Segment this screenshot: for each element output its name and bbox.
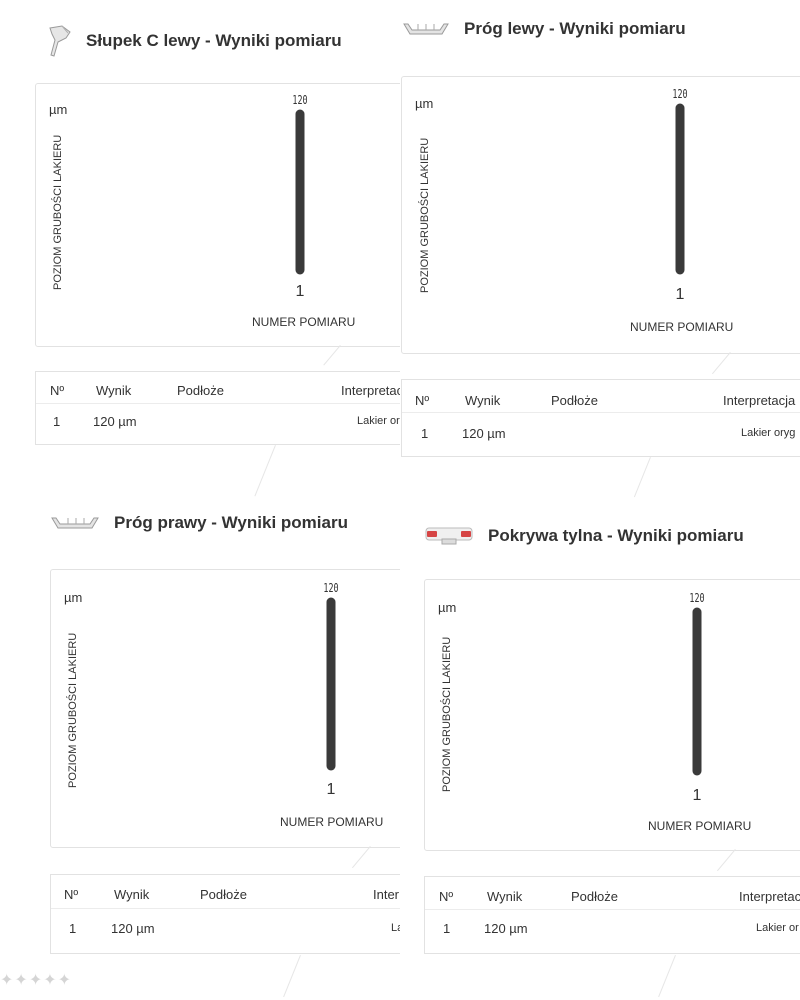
cell-result: 120 µm xyxy=(93,414,137,429)
results-table: Nº Wynik Podłoże Inter 1 120 µm La xyxy=(50,874,400,954)
bar-value-label: 120 xyxy=(323,582,338,596)
results-table: Nº Wynik Podłoże Interpretacja 1 120 µm … xyxy=(401,379,800,457)
panel-slupek-c-lewy: Słupek C lewy - Wyniki pomiaru µm POZIOM… xyxy=(0,0,400,500)
col-substrate: Podłoże xyxy=(177,383,224,398)
table-header: Nº Wynik Podłoże Interpretacja xyxy=(402,380,800,413)
chart-panel: µm POZIOM GRUBOŚCI LAKIERU 120 1 NUMER PO… xyxy=(50,569,400,848)
table-header: Nº Wynik Podłoże Interpretac xyxy=(425,877,800,910)
cell-number: 1 xyxy=(421,426,429,441)
chart-panel: µm POZIOM GRUBOŚCI LAKIERU 120 1 NUMER PO… xyxy=(401,76,800,354)
x-tick-label: 1 xyxy=(676,286,685,303)
col-result: Wynik xyxy=(114,887,150,902)
bar-plot: 120 1 xyxy=(672,88,687,303)
unit-label: µm xyxy=(64,590,83,605)
cell-interpretation: La xyxy=(391,922,400,934)
card-title: Słupek C lewy - Wyniki pomiaru xyxy=(86,31,342,50)
x-axis-label: NUMER POMIARU xyxy=(630,320,734,334)
results-table: Nº Wynik Podłoże Interpretac 1 120 µm La… xyxy=(424,876,800,954)
cell-number: 1 xyxy=(53,414,61,429)
col-number: Nº xyxy=(64,887,79,902)
col-result: Wynik xyxy=(465,393,501,408)
col-interpretation: Interpretacja xyxy=(723,393,796,408)
col-substrate: Podłoże xyxy=(551,393,598,408)
x-tick-label: 1 xyxy=(296,283,305,300)
decor-line xyxy=(633,457,651,498)
col-result: Wynik xyxy=(487,889,523,904)
trunk-lid-part-icon xyxy=(425,527,473,545)
cell-interpretation: Lakier or xyxy=(756,922,799,934)
card-header: Próg prawy - Wyniki pomiaru xyxy=(50,512,348,534)
decor-line xyxy=(283,955,301,998)
cell-interpretation: Lakier oryg xyxy=(741,427,796,439)
table-header: Nº Wynik Podłoże Inter xyxy=(51,875,400,909)
x-axis-label: NUMER POMIARU xyxy=(280,815,384,829)
panel-prog-prawy: Próg prawy - Wyniki pomiaru µm POZIOM GR… xyxy=(0,500,400,1000)
panel-pokrywa-tylna: Pokrywa tylna - Wyniki pomiaru µm POZIOM… xyxy=(400,500,800,1000)
pillar-part-icon xyxy=(49,25,71,57)
col-interpretation: Interpretac xyxy=(739,889,800,904)
sill-part-icon xyxy=(403,23,449,35)
col-substrate: Podłoże xyxy=(571,889,618,904)
x-tick-label: 1 xyxy=(693,787,702,804)
table-row: 1 120 µm La xyxy=(51,909,400,947)
col-number: Nº xyxy=(50,383,65,398)
decor-line xyxy=(352,846,371,869)
cell-result: 120 µm xyxy=(111,921,155,936)
results-table: Nº Wynik Podłoże Interpretac 1 120 µm La… xyxy=(35,371,400,445)
card-title: Pokrywa tylna - Wyniki pomiaru xyxy=(488,526,744,545)
col-result: Wynik xyxy=(96,383,132,398)
unit-label: µm xyxy=(415,96,434,111)
col-number: Nº xyxy=(439,889,454,904)
cell-result: 120 µm xyxy=(462,426,506,441)
card-title: Próg lewy - Wyniki pomiaru xyxy=(464,19,686,38)
card-title: Próg prawy - Wyniki pomiaru xyxy=(114,513,348,532)
card-header: Próg lewy - Wyniki pomiaru xyxy=(402,18,686,40)
x-axis-label: NUMER POMIARU xyxy=(648,819,752,833)
decor-line xyxy=(254,445,276,497)
panel-prog-lewy: Próg lewy - Wyniki pomiaru µm POZIOM GRU… xyxy=(400,0,800,500)
decor-line xyxy=(712,352,731,375)
cell-interpretation: Lakier or xyxy=(357,415,400,427)
cell-result: 120 µm xyxy=(484,921,528,936)
table-row: 1 120 µm Lakier oryg xyxy=(402,413,800,451)
cell-number: 1 xyxy=(443,921,451,936)
bar-plot: 120 1 xyxy=(689,592,704,804)
col-interpretation: Interpretac xyxy=(341,383,400,398)
decor-line xyxy=(658,955,676,998)
x-axis-label: NUMER POMIARU xyxy=(252,315,356,329)
bar-plot: 120 1 xyxy=(323,582,338,798)
watermark: ✦✦✦✦✦ xyxy=(0,972,73,989)
decor-line xyxy=(717,849,736,872)
cell-number: 1 xyxy=(69,921,77,936)
unit-label: µm xyxy=(49,102,68,117)
table-header: Nº Wynik Podłoże Interpretac xyxy=(36,372,400,404)
bar-value-label: 120 xyxy=(292,94,307,108)
decor-line xyxy=(323,345,341,366)
col-number: Nº xyxy=(415,393,430,408)
bar-value-label: 120 xyxy=(689,592,704,606)
chart-panel: µm POZIOM GRUBOŚCI LAKIERU 120 1 NUMER PO… xyxy=(35,83,400,347)
table-row: 1 120 µm Lakier or xyxy=(425,910,800,948)
table-row: 1 120 µm Lakier or xyxy=(36,404,400,440)
col-substrate: Podłoże xyxy=(200,887,247,902)
sill-part-icon xyxy=(51,517,99,529)
chart-panel: µm POZIOM GRUBOŚCI LAKIERU 120 1 NUMER PO… xyxy=(424,579,800,851)
card-header: Pokrywa tylna - Wyniki pomiaru xyxy=(424,524,744,548)
col-interpretation: Inter xyxy=(373,887,400,902)
x-tick-label: 1 xyxy=(327,781,336,798)
bar-plot: 120 1 xyxy=(292,94,307,300)
unit-label: µm xyxy=(438,600,457,615)
bar-value-label: 120 xyxy=(672,88,687,102)
card-header: Słupek C lewy - Wyniki pomiaru xyxy=(46,24,342,58)
